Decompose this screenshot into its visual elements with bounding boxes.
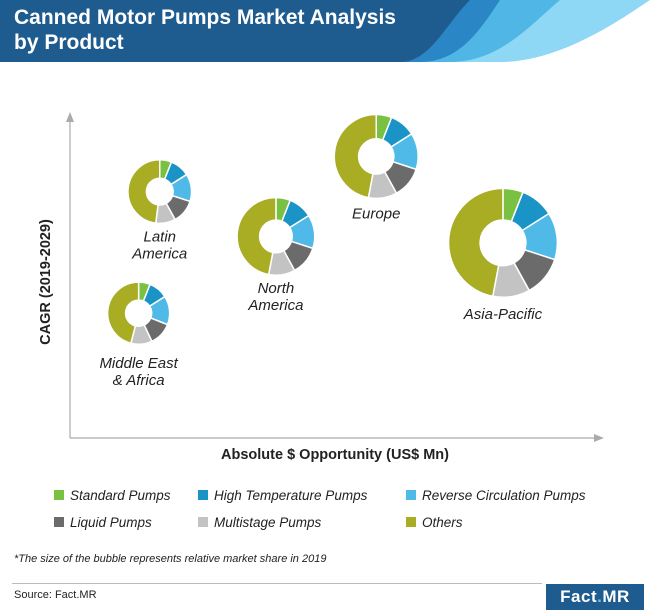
region-label-line: Europe [352,205,400,222]
legend-label: Others [422,514,463,530]
legend-label: High Temperature Pumps [214,487,368,503]
legend-item-reverse-circulation-pumps: Reverse Circulation Pumps [406,487,586,503]
legend-item-high-temperature-pumps: High Temperature Pumps [198,487,367,503]
region-label-line: Latin [143,228,176,245]
region-label-line: America [131,245,187,262]
logo-dot: . [597,587,603,606]
page-title-line2: by Product [14,31,124,54]
donut-slice-others [447,187,504,298]
donut-slice-others [106,281,140,345]
source-text: Source: Fact.MR [14,589,97,601]
legend-label: Liquid Pumps [70,514,152,530]
legend-item-standard-pumps: Standard Pumps [54,487,171,503]
legend-label: Reverse Circulation Pumps [422,487,586,503]
region-label: North America [247,280,303,314]
legend-swatch [406,517,416,527]
region-label-line: America [247,297,303,314]
legend-swatch [54,517,64,527]
donut-asia-pacific [447,187,559,298]
donut-slice-others [236,196,277,276]
factmr-logo: Fact. MR [546,584,644,610]
legend-item-others: Others [406,514,463,530]
legend-swatch [406,490,416,500]
region-label-line: Middle East [99,355,178,372]
region-label-line: & Africa [113,372,165,389]
title-banner [0,0,650,62]
region-label-line: Asia-Pacific [463,306,543,323]
legend-label: Standard Pumps [70,487,171,503]
legend-item-multistage-pumps: Multistage Pumps [198,514,321,530]
y-axis-label: CAGR (2019-2029) [38,219,54,345]
donut-middle-east-africa [106,281,171,345]
x-axis-label: Absolute $ Opportunity (US$ Mn) [221,447,449,463]
legend-label: Multistage Pumps [214,514,322,530]
bubble-chart: CAGR (2019-2029) Absolute $ Opportunity … [38,112,604,463]
legend-swatch [198,517,208,527]
region-label: Latin America [131,228,187,262]
logo-text-fact: Fact [560,587,598,606]
legend-item-liquid-pumps: Liquid Pumps [54,514,152,530]
donut-slice-others [127,159,161,224]
legend-swatch [198,490,208,500]
page-title-line1: Canned Motor Pumps Market Analysis [14,6,396,29]
region-label-line: North [258,280,295,297]
footer-divider [12,583,542,584]
logo-text-mr: MR [602,587,630,606]
footnote: *The size of the bubble represents relat… [14,553,327,565]
legend-swatch [54,490,64,500]
region-label: Europe [352,205,400,222]
region-label: Middle East & Africa [99,355,178,389]
donut-north-america [236,196,316,276]
donut-latin-america [127,159,193,225]
donut-europe [333,113,419,200]
donut-slice-others [333,113,377,199]
y-axis [66,112,74,438]
x-axis [70,434,604,442]
region-label: Asia-Pacific [463,306,543,323]
x-axis-arrow [594,434,604,442]
y-axis-arrow [66,112,74,122]
